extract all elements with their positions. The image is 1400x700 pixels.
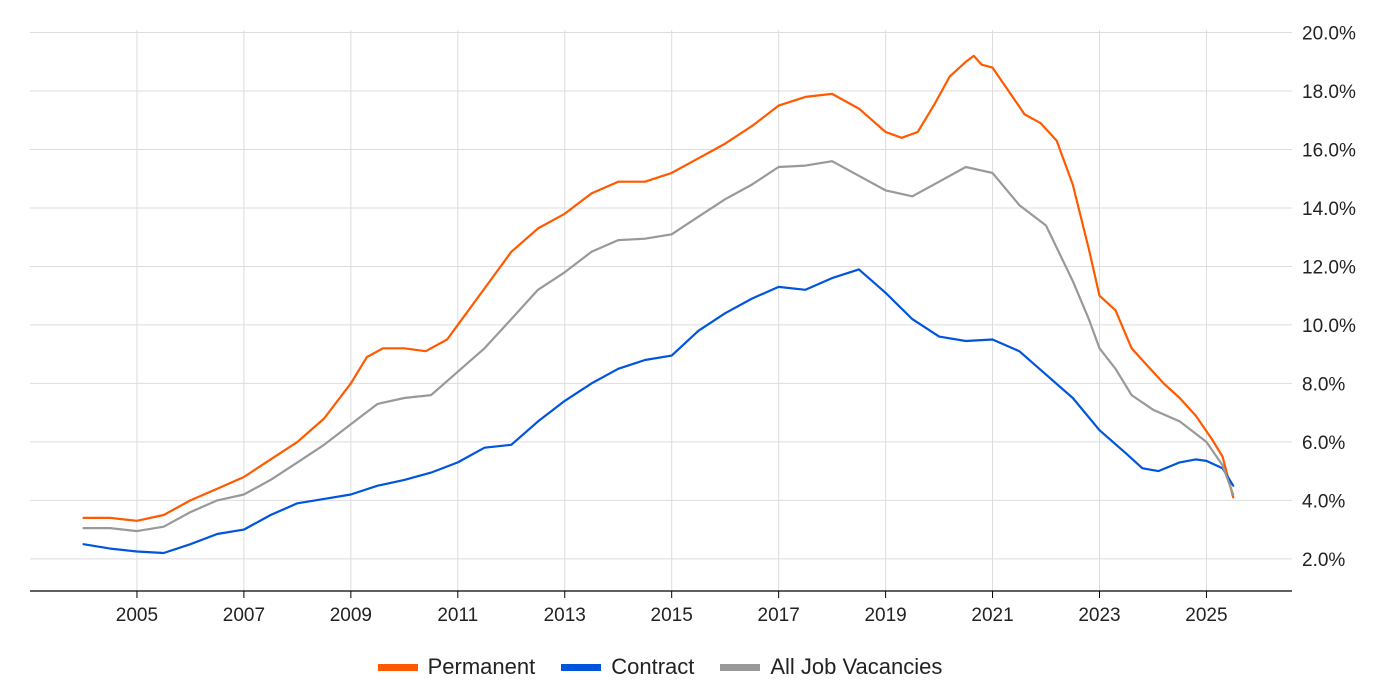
y-gridlines: [30, 32, 1292, 560]
y-tick-label: 10.0%: [1302, 316, 1356, 337]
y-tick-label: 8.0%: [1302, 374, 1345, 395]
legend-swatch: [561, 663, 602, 671]
x-tick-label: 2005: [116, 605, 158, 626]
legend-item-contract[interactable]: Contract: [561, 654, 694, 680]
y-tick-label: 6.0%: [1302, 433, 1345, 454]
x-tick-label: 2019: [864, 605, 906, 626]
legend-item-all-job-vacancies[interactable]: All Job Vacancies: [720, 654, 942, 680]
x-tick-label: 2007: [223, 605, 265, 626]
x-tick-label: 2013: [544, 605, 586, 626]
legend-label: Permanent: [427, 654, 536, 679]
x-tick-label: 2011: [437, 605, 478, 626]
legend-swatch: [377, 663, 418, 671]
y-tick-label: 4.0%: [1302, 491, 1345, 512]
y-tick-label: 14.0%: [1302, 199, 1356, 220]
x-tick-label: 2023: [1078, 605, 1120, 626]
series-line-permanent: [82, 54, 1235, 522]
x-tick-labels: 2005 2007 2009 2011 2013 2015 2017 2019 2021 2023…: [116, 605, 1228, 626]
legend-label: Contract: [611, 654, 695, 679]
x-tick-label: 2015: [651, 605, 693, 626]
x-tick-label: 2021: [971, 605, 1013, 626]
y-tick-label: 18.0%: [1302, 82, 1356, 103]
y-tick-labels: 2.0% 4.0% 6.0% 8.0% 10.0% 12.0% 14.0% 16.0% 18.0…: [1302, 24, 1356, 571]
y-tick-label: 16.0%: [1302, 140, 1356, 161]
y-tick-label: 2.0%: [1302, 550, 1345, 571]
legend-item-permanent[interactable]: Permanent: [377, 654, 536, 680]
series-layer: [82, 54, 1235, 555]
legend-swatch: [720, 663, 761, 671]
x-tick-label: 2017: [758, 605, 800, 626]
y-tick-label: 20.0%: [1302, 24, 1356, 45]
x-gridlines: [136, 30, 1207, 598]
x-tick-label: 2025: [1185, 605, 1227, 626]
series-line-contract: [82, 268, 1235, 555]
y-tick-label: 12.0%: [1302, 257, 1356, 278]
x-tick-label: 2009: [330, 605, 372, 626]
legend: Permanent Contract All Job Vacancies: [0, 654, 1320, 680]
series-line-all-job-vacancies: [82, 160, 1235, 533]
legend-label: All Job Vacancies: [770, 654, 943, 679]
